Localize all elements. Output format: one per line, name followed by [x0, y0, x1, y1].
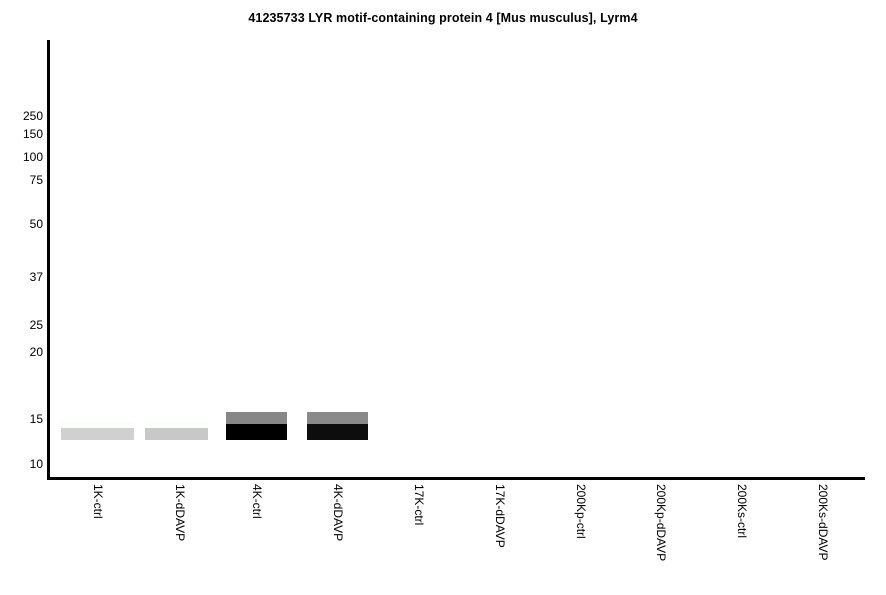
x-axis-tick: 200Kp-dDAVP [653, 484, 669, 584]
y-axis-tick: 15 [0, 413, 43, 425]
gel-lane[interactable] [307, 40, 368, 477]
gel-lane[interactable] [145, 40, 208, 477]
y-axis-tick-label: 150 [22, 127, 43, 141]
x-axis-tick: 200Kp-ctrl [573, 484, 589, 584]
protein-band [145, 421, 208, 428]
x-axis-tick-label: 200Kp-dDAVP [654, 484, 668, 562]
x-axis-tick: 4K-ctrl [249, 484, 265, 584]
protein-band [61, 421, 134, 428]
protein-band [226, 424, 287, 440]
y-axis-tick: 75 [0, 174, 43, 186]
y-axis-tick: 20 [0, 346, 43, 358]
x-axis-tick-label: 17K-ctrl [412, 484, 426, 526]
x-axis-tick: 17K-ctrl [411, 484, 427, 584]
x-axis-tick-label: 17K-dDAVP [493, 484, 507, 548]
page-title: 41235733 LYR motif-containing protein 4 … [248, 11, 638, 25]
x-axis-tick: 17K-dDAVP [492, 484, 508, 584]
y-axis-tick-label: 75 [29, 173, 43, 187]
y-axis-tick-label: 100 [22, 150, 43, 164]
y-axis-tick-label: 20 [29, 345, 43, 359]
protein-band [307, 424, 368, 440]
gel-lane[interactable] [712, 40, 773, 477]
y-axis-tick: 25 [0, 319, 43, 331]
x-axis-tick-label: 4K-ctrl [250, 484, 264, 519]
x-axis-tick: 200Ks-ctrl [734, 484, 750, 584]
x-axis-tick-label: 200Ks-dDAVP [816, 484, 830, 561]
x-axis-tick-label: 200Ks-ctrl [735, 484, 749, 539]
gel-lane[interactable] [550, 40, 611, 477]
x-axis-tick: 1K-ctrl [90, 484, 106, 584]
x-axis-tick-label: 200Kp-ctrl [574, 484, 588, 539]
y-axis-tick: 100 [0, 151, 43, 163]
protein-band [145, 428, 208, 440]
y-axis-tick-label: 37 [29, 270, 43, 284]
y-axis-tick-label: 25 [29, 318, 43, 332]
gel-lanes-area [50, 40, 865, 477]
y-axis-tick: 10 [0, 458, 43, 470]
x-axis-tick: 200Ks-dDAVP [815, 484, 831, 584]
protein-band [226, 412, 287, 424]
gel-lane[interactable] [793, 40, 854, 477]
gel-lane[interactable] [631, 40, 692, 477]
y-axis-tick: 250 [0, 110, 43, 122]
y-axis-tick-label: 15 [29, 412, 43, 426]
gel-lane[interactable] [388, 40, 449, 477]
gel-lane[interactable] [61, 40, 134, 477]
x-axis-tick: 1K-dDAVP [172, 484, 188, 584]
gel-lane[interactable] [226, 40, 287, 477]
y-axis-line [47, 40, 50, 480]
y-axis-tick-label: 10 [29, 457, 43, 471]
y-axis-tick-label: 50 [29, 217, 43, 231]
y-axis-tick: 37 [0, 271, 43, 283]
x-axis-tick-label: 1K-ctrl [91, 484, 105, 519]
x-axis-tick-label: 4K-dDAVP [331, 484, 345, 542]
x-axis-tick: 4K-dDAVP [330, 484, 346, 584]
x-axis-tick-label: 1K-dDAVP [173, 484, 187, 542]
y-axis-tick: 150 [0, 128, 43, 140]
y-axis-tick-label: 250 [22, 109, 43, 123]
y-axis-tick: 50 [0, 218, 43, 230]
x-axis-line [47, 477, 865, 480]
gel-lane[interactable] [469, 40, 530, 477]
protein-band [61, 428, 134, 440]
protein-band [307, 412, 368, 424]
